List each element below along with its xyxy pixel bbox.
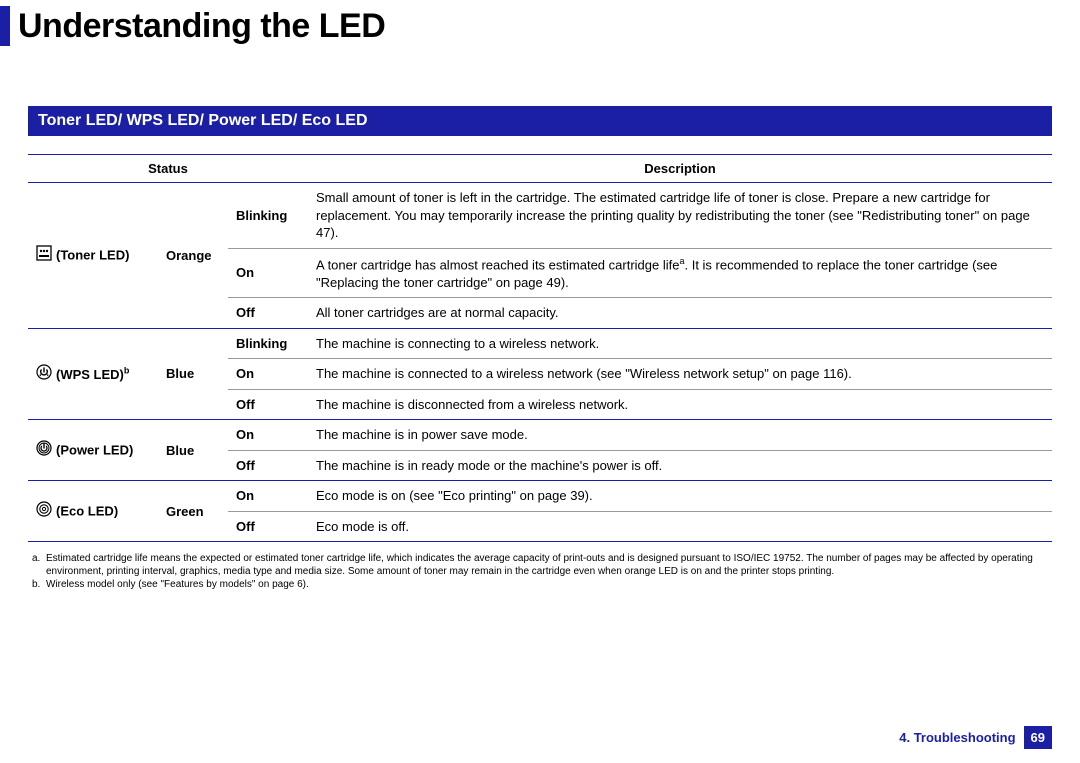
state-label: On	[228, 248, 308, 297]
state-label: Off	[228, 389, 308, 420]
wps-blinking-desc: The machine is connecting to a wireless …	[308, 328, 1052, 359]
wps-off-desc: The machine is disconnected from a wirel…	[308, 389, 1052, 420]
toner-color: Orange	[158, 183, 228, 329]
power-icon	[36, 440, 52, 461]
state-label: Off	[228, 450, 308, 481]
toner-led-label: (Toner LED)	[56, 248, 129, 263]
toner-off-desc: All toner cartridges are at normal capac…	[308, 298, 1052, 329]
section-heading: Toner LED/ WPS LED/ Power LED/ Eco LED	[28, 106, 1052, 136]
power-off-desc: The machine is in ready mode or the mach…	[308, 450, 1052, 481]
state-label: Blinking	[228, 328, 308, 359]
state-label: On	[228, 359, 308, 390]
table-header-status: Status	[28, 155, 308, 183]
wps-color: Blue	[158, 328, 228, 420]
wps-led-label: (WPS LED)b	[56, 367, 129, 382]
wps-led-text: (WPS LED)	[56, 367, 124, 382]
footer-page-number: 69	[1024, 726, 1052, 749]
wps-sup: b	[124, 366, 130, 376]
eco-on-desc: Eco mode is on (see "Eco printing" on pa…	[308, 481, 1052, 512]
eco-off-desc: Eco mode is off.	[308, 511, 1052, 542]
wps-on-desc: The machine is connected to a wireless n…	[308, 359, 1052, 390]
table-row: (Eco LED) Green On Eco mode is on (see "…	[28, 481, 1052, 512]
eco-color: Green	[158, 481, 228, 542]
table-header-description: Description	[308, 155, 1052, 183]
state-label: Blinking	[228, 183, 308, 249]
table-row: (Toner LED) Orange Blinking Small amount…	[28, 183, 1052, 249]
footnotes: a.Estimated cartridge life means the exp…	[28, 552, 1052, 591]
state-label: Off	[228, 511, 308, 542]
eco-icon	[36, 501, 52, 522]
toner-icon	[36, 245, 52, 266]
page-title-row: Understanding the LED	[0, 0, 1080, 46]
page-footer: 4. Troubleshooting 69	[899, 726, 1052, 749]
footnote-b: Wireless model only (see "Features by mo…	[46, 578, 309, 591]
wps-icon	[36, 364, 52, 385]
state-label: Off	[228, 298, 308, 329]
power-color: Blue	[158, 420, 228, 481]
toner-on-desc: A toner cartridge has almost reached its…	[308, 248, 1052, 297]
title-accent-bar	[0, 6, 10, 46]
led-status-table: Status Description (Toner LED) Orange Bl…	[28, 154, 1052, 542]
state-label: On	[228, 420, 308, 451]
state-label: On	[228, 481, 308, 512]
page-title: Understanding the LED	[18, 7, 385, 46]
footnote-a: Estimated cartridge life means the expec…	[46, 552, 1052, 578]
eco-led-label: (Eco LED)	[56, 504, 118, 519]
power-on-desc: The machine is in power save mode.	[308, 420, 1052, 451]
power-led-label: (Power LED)	[56, 443, 133, 458]
footer-chapter: 4. Troubleshooting	[899, 730, 1015, 745]
table-row: (Power LED) Blue On The machine is in po…	[28, 420, 1052, 451]
table-row: (WPS LED)b Blue Blinking The machine is …	[28, 328, 1052, 359]
toner-blinking-desc: Small amount of toner is left in the car…	[308, 183, 1052, 249]
